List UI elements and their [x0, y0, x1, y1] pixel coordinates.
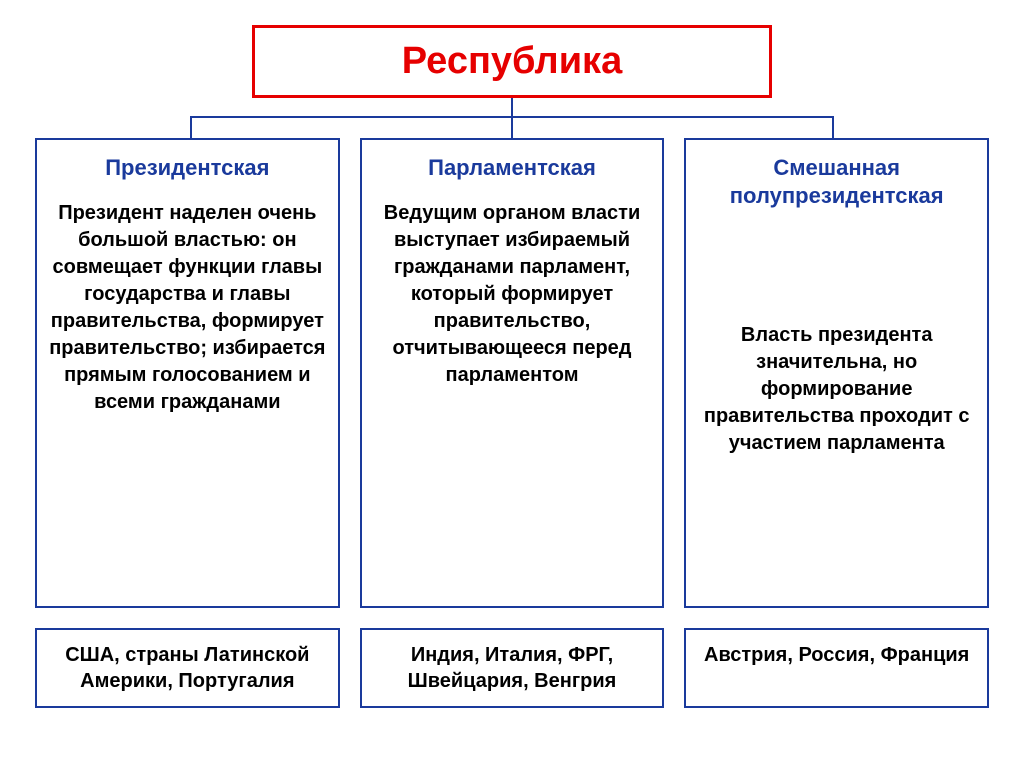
column-parliamentary: Парламентская Ведущим органом власти выс…	[360, 138, 665, 608]
column-body: Ведущим органом власти выступает избирае…	[372, 200, 653, 593]
examples-row: США, страны Латинской Америки, Португали…	[35, 628, 989, 708]
examples-mixed: Австрия, Россия, Франция	[684, 628, 989, 708]
examples-presidential: США, страны Латинской Америки, Португали…	[35, 628, 340, 708]
connector-vertical-right	[832, 116, 834, 138]
column-heading: Президентская	[47, 154, 328, 182]
examples-text: США, страны Латинской Америки, Португали…	[47, 642, 328, 694]
column-heading: Смешанная полупрезидентская	[696, 154, 977, 209]
page-title: Республика	[275, 40, 749, 83]
column-heading: Парламентская	[372, 154, 653, 182]
columns-row: Президентская Президент наделен очень бо…	[35, 138, 989, 608]
title-box: Республика	[252, 25, 772, 98]
column-mixed: Смешанная полупрезидентская Власть прези…	[684, 138, 989, 608]
examples-parliamentary: Индия, Италия, ФРГ, Швейцария, Венгрия	[360, 628, 665, 708]
connector-vertical-mid	[511, 116, 513, 138]
examples-text: Австрия, Россия, Франция	[696, 642, 977, 668]
connector-area	[35, 98, 989, 138]
examples-text: Индия, Италия, ФРГ, Швейцария, Венгрия	[372, 642, 653, 694]
column-body: Президент наделен очень большой властью:…	[47, 200, 328, 593]
column-body: Власть президента значительна, но формир…	[696, 227, 977, 592]
connector-vertical-center	[511, 98, 513, 116]
column-presidential: Президентская Президент наделен очень бо…	[35, 138, 340, 608]
connector-vertical-left	[190, 116, 192, 138]
